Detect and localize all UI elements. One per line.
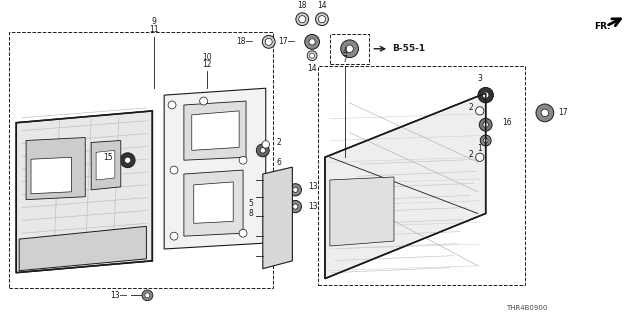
Circle shape (536, 104, 554, 122)
Bar (330, 34, 369, 64)
Polygon shape (26, 138, 85, 200)
Text: 12: 12 (202, 60, 211, 69)
Circle shape (307, 51, 317, 60)
Polygon shape (184, 101, 246, 160)
Text: 13: 13 (308, 182, 318, 191)
Text: 1: 1 (477, 144, 482, 153)
Polygon shape (330, 177, 394, 246)
Circle shape (168, 101, 176, 109)
Polygon shape (263, 167, 292, 269)
Circle shape (142, 290, 153, 301)
Circle shape (260, 148, 266, 153)
Circle shape (479, 118, 492, 131)
Circle shape (239, 156, 247, 164)
Text: 4: 4 (342, 47, 347, 56)
Text: FR.: FR. (594, 21, 611, 31)
Circle shape (319, 16, 326, 23)
Circle shape (239, 229, 247, 237)
Circle shape (483, 122, 488, 127)
Circle shape (257, 144, 269, 157)
Polygon shape (325, 93, 486, 279)
Text: 10: 10 (202, 52, 211, 61)
Circle shape (483, 92, 489, 98)
Circle shape (476, 107, 484, 115)
Polygon shape (184, 170, 243, 236)
Text: 3: 3 (477, 74, 482, 83)
Circle shape (289, 200, 301, 213)
Circle shape (120, 153, 135, 168)
Circle shape (262, 141, 269, 148)
Circle shape (309, 39, 316, 45)
Circle shape (292, 204, 298, 209)
Circle shape (480, 135, 491, 146)
Polygon shape (192, 111, 239, 150)
Text: 16: 16 (502, 118, 512, 127)
Text: 13: 13 (308, 202, 318, 211)
Circle shape (262, 36, 275, 48)
Circle shape (316, 13, 328, 26)
Text: 18—: 18— (236, 37, 253, 46)
Text: 5: 5 (248, 199, 253, 208)
Circle shape (292, 187, 298, 192)
Circle shape (289, 184, 301, 196)
Circle shape (170, 166, 178, 174)
Text: 14: 14 (307, 64, 317, 73)
Polygon shape (16, 111, 152, 273)
Polygon shape (164, 88, 266, 249)
Text: 6: 6 (276, 158, 281, 167)
Text: 13—: 13— (111, 291, 127, 300)
Circle shape (478, 87, 493, 103)
Text: 14: 14 (317, 1, 327, 10)
Circle shape (483, 138, 488, 143)
Text: 2: 2 (468, 150, 473, 159)
Text: 11: 11 (150, 25, 159, 34)
Circle shape (265, 38, 272, 45)
Text: 15: 15 (103, 153, 113, 162)
Circle shape (145, 293, 150, 298)
Polygon shape (31, 157, 72, 194)
Text: THR4B0900: THR4B0900 (506, 305, 548, 311)
Circle shape (170, 232, 178, 240)
Text: 2: 2 (276, 138, 281, 147)
Text: 8: 8 (248, 209, 253, 218)
Polygon shape (96, 150, 115, 180)
Text: 17—: 17— (278, 37, 295, 46)
Polygon shape (91, 140, 121, 190)
Circle shape (476, 153, 484, 161)
Text: 18: 18 (298, 1, 307, 10)
Circle shape (125, 157, 131, 163)
Circle shape (299, 16, 306, 23)
Text: 2: 2 (468, 103, 473, 112)
Circle shape (296, 13, 308, 26)
Text: 7: 7 (342, 54, 347, 64)
Circle shape (200, 97, 207, 105)
Circle shape (305, 35, 319, 49)
Text: 17: 17 (559, 108, 568, 117)
Polygon shape (194, 182, 233, 223)
Text: 9: 9 (152, 17, 157, 26)
Circle shape (310, 53, 315, 58)
Circle shape (541, 109, 548, 116)
Text: B-55-1: B-55-1 (392, 44, 425, 53)
Circle shape (346, 45, 353, 52)
Polygon shape (19, 226, 147, 271)
Circle shape (340, 40, 358, 58)
